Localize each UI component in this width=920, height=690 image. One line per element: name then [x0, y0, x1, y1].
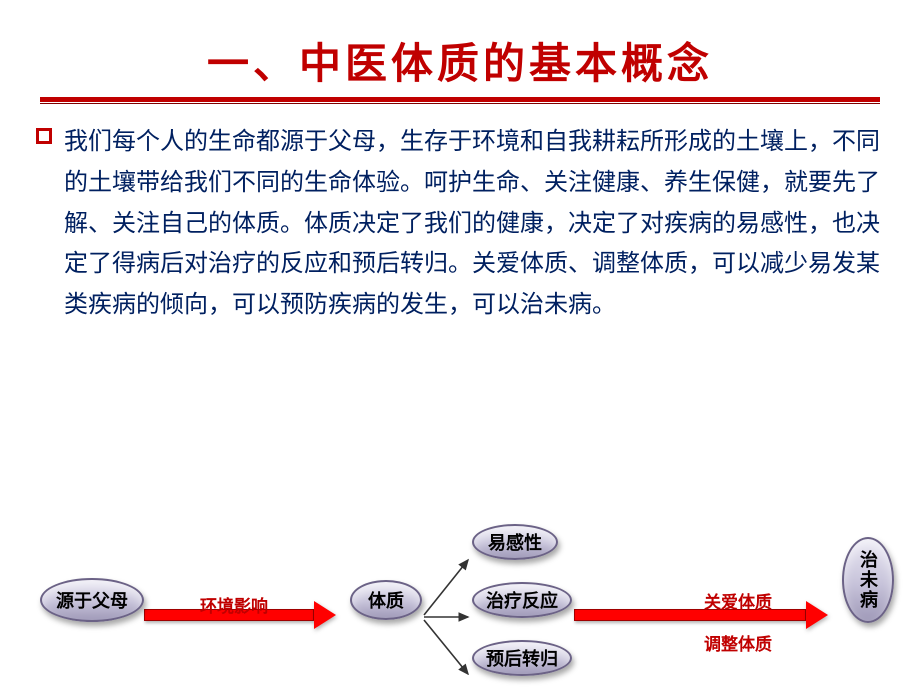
- node-zhiliao: 治疗反应: [472, 582, 572, 618]
- label-care-1: 关爱体质: [704, 588, 772, 613]
- node-yuhou: 治未病: [842, 537, 894, 623]
- label-env: 环境影响: [200, 592, 268, 617]
- body-text: 我们每个人的生命都源于父母，生存于环境和自我耕耘所形成的土壤上，不同的土壤带给我…: [40, 122, 880, 326]
- node-origin: 源于父母: [40, 578, 144, 622]
- node-guizhui: 预后转归: [472, 640, 572, 676]
- flow-diagram: 环境影响 关爱体质 调整体质 源于父母 体质 易感性 治疗反应 预后转归 治未病: [0, 500, 920, 675]
- label-care-2: 调整体质: [704, 630, 772, 655]
- title-underline-thin: [40, 103, 880, 104]
- title-underline-thick: [40, 97, 880, 102]
- bullet-icon: [36, 128, 52, 144]
- node-tizhi: 体质: [350, 580, 422, 620]
- slide-title: 一、中医体质的基本概念: [40, 30, 880, 91]
- node-yigan: 易感性: [472, 524, 558, 560]
- body-paragraph: 我们每个人的生命都源于父母，生存于环境和自我耕耘所形成的土壤上，不同的土壤带给我…: [40, 122, 880, 326]
- thin-arrows: [0, 500, 920, 675]
